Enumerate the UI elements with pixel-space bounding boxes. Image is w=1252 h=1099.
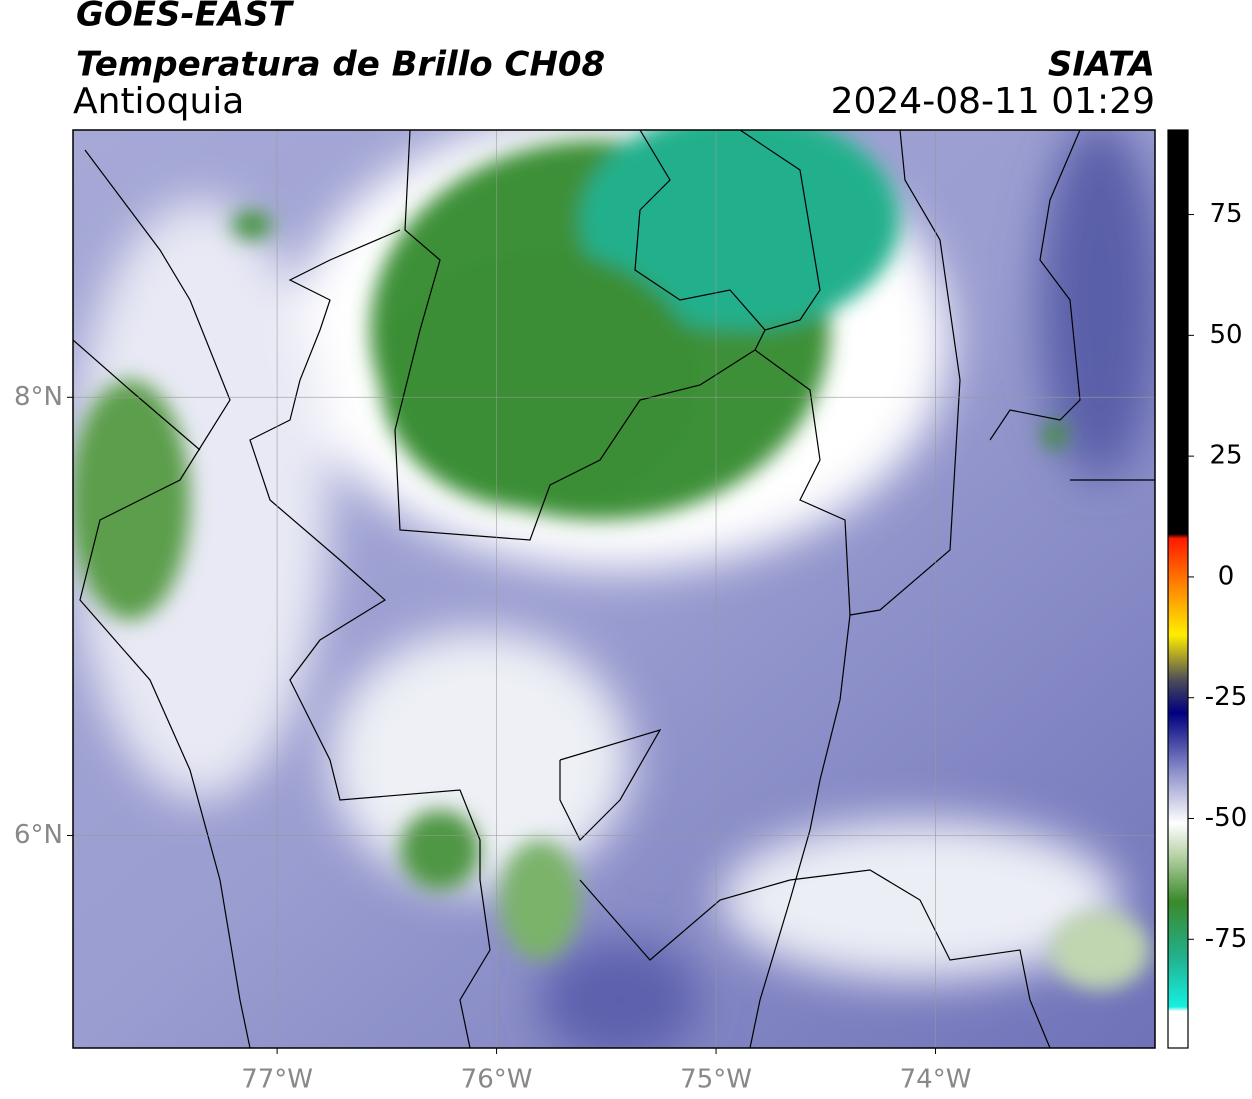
- colorbar-tick-label: 75: [1209, 199, 1242, 229]
- colorbar-tick-label: -75: [1205, 924, 1247, 954]
- x-tick-label: 75°W: [680, 1065, 752, 1095]
- map-frame: [72, 129, 1156, 1049]
- y-tick-label: 8°N: [14, 382, 63, 412]
- x-tick-label: 77°W: [241, 1065, 313, 1095]
- colorbar-tick-label: 50: [1209, 320, 1242, 350]
- colorbar-tick-label: 0: [1218, 561, 1235, 591]
- datetime: 2024-08-11 01:29: [831, 81, 1155, 122]
- map-image: [73, 130, 1155, 1048]
- x-tick-label: 76°W: [461, 1065, 533, 1095]
- colorbar-tick-label: -50: [1205, 803, 1247, 833]
- subtitle: Temperatura de Brillo CH08: [76, 45, 605, 85]
- source: SIATA: [1048, 45, 1155, 85]
- colorbar-tick-label: -25: [1205, 682, 1247, 712]
- y-tick-label: 6°N: [14, 820, 63, 850]
- title: GOES-EAST: [76, 0, 295, 35]
- colorbar-tick-label: 25: [1209, 441, 1242, 471]
- colorbar: [1167, 129, 1189, 1049]
- region: Antioquia: [73, 81, 244, 122]
- x-tick-label: 74°W: [900, 1065, 972, 1095]
- grid: [73, 130, 1155, 1048]
